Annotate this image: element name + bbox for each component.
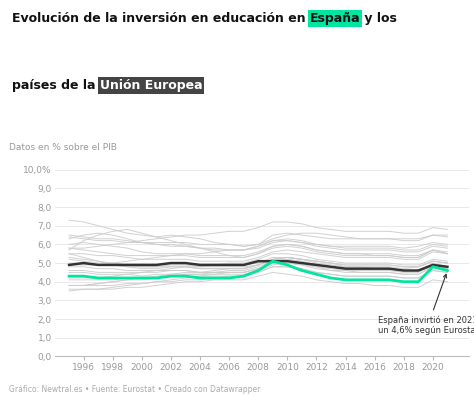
Text: España: España — [310, 12, 360, 25]
Text: Datos en % sobre el PIB: Datos en % sobre el PIB — [9, 143, 118, 152]
Text: Unión Europea: Unión Europea — [100, 79, 202, 92]
Text: Evolución de la inversión en educación en: Evolución de la inversión en educación e… — [12, 12, 310, 25]
Text: y los: y los — [360, 12, 397, 25]
Text: países de la: países de la — [12, 79, 100, 92]
Text: Gráfico: Newtral.es • Fuente: Eurostat • Creado con Datawrapper: Gráfico: Newtral.es • Fuente: Eurostat •… — [9, 385, 261, 394]
Text: España invirtió en 2021
un 4,6% según Eurostat: España invirtió en 2021 un 4,6% según Eu… — [378, 274, 474, 335]
